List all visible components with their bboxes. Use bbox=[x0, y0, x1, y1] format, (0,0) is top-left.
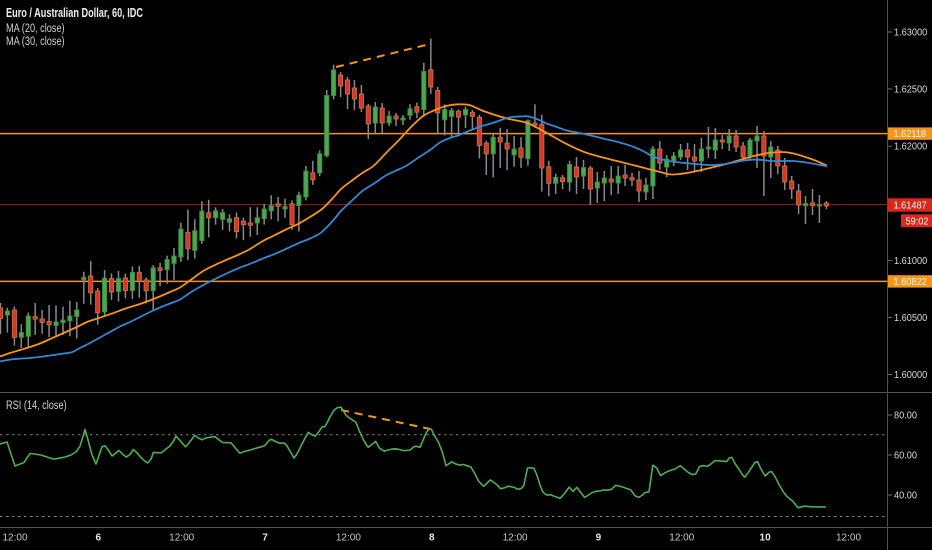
svg-text:12:00: 12:00 bbox=[336, 533, 361, 544]
svg-text:12:00: 12:00 bbox=[169, 533, 194, 544]
svg-text:1.61000: 1.61000 bbox=[894, 256, 927, 267]
svg-text:1.62118: 1.62118 bbox=[894, 129, 927, 140]
svg-text:MA (20, close): MA (20, close) bbox=[6, 22, 65, 35]
svg-text:8: 8 bbox=[429, 533, 435, 544]
svg-text:12:00: 12:00 bbox=[503, 533, 528, 544]
svg-text:1.61487: 1.61487 bbox=[894, 200, 927, 211]
svg-text:12:00: 12:00 bbox=[669, 533, 694, 544]
svg-text:59:02: 59:02 bbox=[906, 216, 929, 227]
svg-text:7: 7 bbox=[262, 533, 268, 544]
svg-text:1.63000: 1.63000 bbox=[894, 27, 927, 38]
svg-text:10: 10 bbox=[760, 533, 772, 544]
svg-text:12:00: 12:00 bbox=[2, 533, 27, 544]
svg-text:MA (30, close): MA (30, close) bbox=[6, 35, 65, 48]
svg-text:1.60000: 1.60000 bbox=[894, 370, 927, 381]
svg-text:1.62000: 1.62000 bbox=[894, 141, 927, 152]
svg-text:6: 6 bbox=[96, 533, 102, 544]
svg-text:1.60822: 1.60822 bbox=[894, 277, 927, 288]
svg-text:1.60500: 1.60500 bbox=[894, 313, 927, 324]
svg-text:12:00: 12:00 bbox=[836, 533, 861, 544]
svg-text:9: 9 bbox=[596, 533, 602, 544]
svg-text:1.62500: 1.62500 bbox=[894, 84, 927, 95]
svg-text:60.00: 60.00 bbox=[894, 450, 917, 461]
svg-text:80.00: 80.00 bbox=[894, 410, 917, 421]
svg-text:40.00: 40.00 bbox=[894, 490, 917, 501]
svg-text:Euro / Australian Dollar, 60,: Euro / Australian Dollar, 60, IDC bbox=[6, 7, 143, 21]
svg-text:RSI (14, close): RSI (14, close) bbox=[6, 399, 67, 412]
